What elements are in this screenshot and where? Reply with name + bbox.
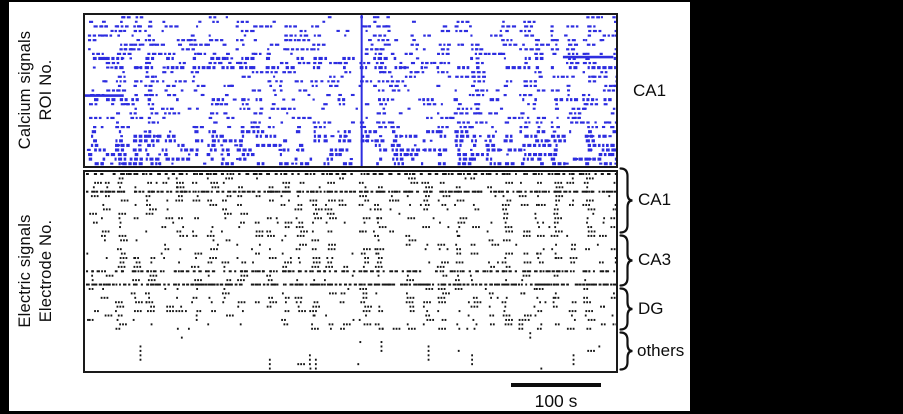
letterbox-left xyxy=(0,0,9,414)
electric-axis-label: Electric signals Electrode No. xyxy=(15,181,59,361)
brace-path xyxy=(619,331,633,371)
brace-electric-ca3 xyxy=(619,234,633,287)
time-scale-bar-label: 100 s xyxy=(534,391,578,411)
time-scale-bar xyxy=(511,383,601,387)
region-label-electric-ca1: CA1 xyxy=(638,190,672,209)
calcium-raster-panel xyxy=(83,13,618,168)
brace-path xyxy=(619,287,633,331)
letterbox-right xyxy=(690,0,903,414)
region-label-calcium-ca1: CA1 xyxy=(633,81,667,100)
brace-path xyxy=(619,234,633,287)
brace-electric-ca1 xyxy=(619,167,633,234)
calcium-axis-label: Calcium signals ROI No. xyxy=(15,0,59,180)
region-label-electric-ca3: CA3 xyxy=(638,250,672,269)
electric-axis-label-line1: Electric signals xyxy=(16,214,34,328)
electric-raster-canvas xyxy=(85,172,616,371)
image-top-edge xyxy=(0,0,903,2)
brace-electric-dg xyxy=(619,287,633,331)
calcium-raster-canvas xyxy=(85,15,616,166)
calcium-axis-label-line1: Calcium signals xyxy=(16,30,34,150)
electric-raster-panel xyxy=(83,170,618,373)
brace-electric-others xyxy=(619,331,633,371)
region-label-electric-dg: DG xyxy=(638,299,664,318)
region-label-electric-others: others xyxy=(637,341,685,360)
calcium-axis-label-line2: ROI No. xyxy=(37,59,55,121)
brace-path xyxy=(619,167,633,234)
electric-axis-label-line2: Electrode No. xyxy=(37,219,55,323)
image-bottom-edge xyxy=(0,411,903,414)
